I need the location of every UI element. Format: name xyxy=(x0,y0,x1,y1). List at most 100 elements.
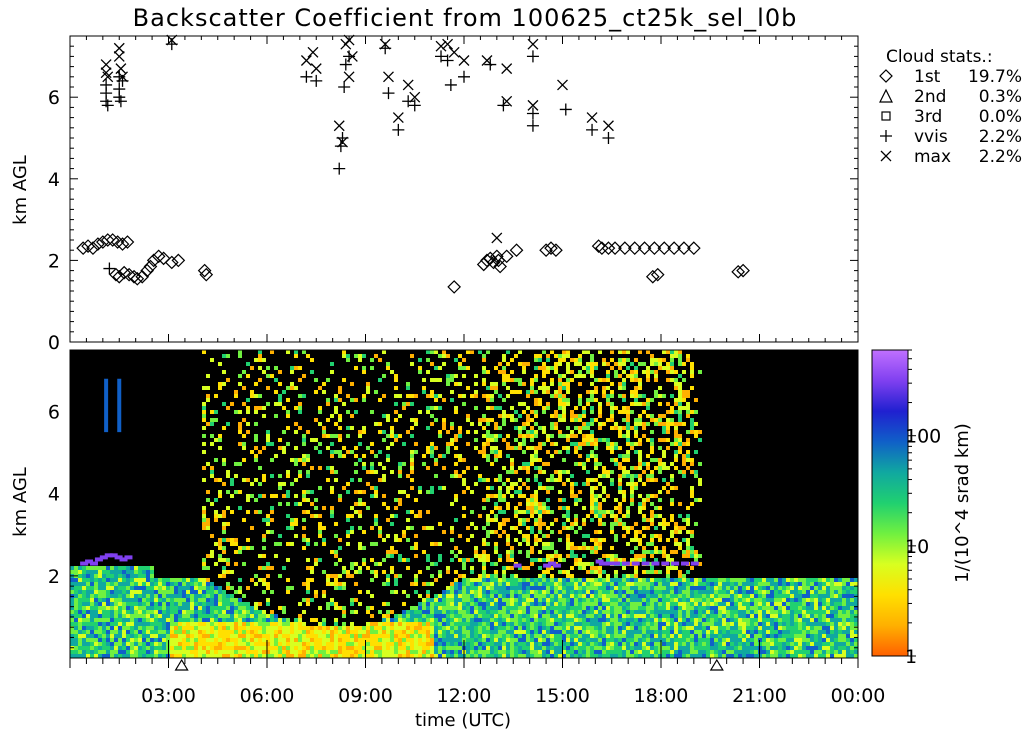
heatmap-cell xyxy=(218,642,222,646)
heatmap-cell xyxy=(74,626,78,630)
heatmap-cell xyxy=(182,606,186,610)
heatmap-cell xyxy=(234,590,238,594)
heatmap-cell xyxy=(170,626,174,630)
heatmap-cell xyxy=(598,586,602,590)
heatmap-cell xyxy=(114,610,118,614)
heatmap-cell xyxy=(494,434,498,438)
heatmap-cell xyxy=(494,386,498,390)
heatmap-cell xyxy=(290,518,294,522)
heatmap-cell xyxy=(626,454,630,458)
heatmap-cell xyxy=(414,582,418,586)
heatmap-cell xyxy=(290,586,294,590)
heatmap-cell xyxy=(522,450,526,454)
heatmap-cell xyxy=(98,606,102,610)
heatmap-cell xyxy=(566,366,570,370)
heatmap-cell xyxy=(610,446,614,450)
heatmap-cell xyxy=(462,598,466,602)
heatmap-cell xyxy=(638,422,642,426)
heatmap-cell xyxy=(514,638,518,642)
heatmap-cell xyxy=(438,554,442,558)
heatmap-cell xyxy=(122,626,126,630)
heatmap-cell xyxy=(450,614,454,618)
heatmap-cell xyxy=(254,626,258,630)
heatmap-cell xyxy=(462,490,466,494)
heatmap-cell xyxy=(578,454,582,458)
heatmap-cell xyxy=(510,642,514,646)
heatmap-cell xyxy=(506,582,510,586)
heatmap-cell xyxy=(242,418,246,422)
heatmap-cell xyxy=(402,462,406,466)
heatmap-cell xyxy=(334,522,338,526)
heatmap-cell xyxy=(430,654,434,658)
heatmap-cell xyxy=(550,626,554,630)
heatmap-cell xyxy=(418,654,422,658)
heatmap-cell xyxy=(530,622,534,626)
heatmap-cell xyxy=(234,642,238,646)
heatmap-cell xyxy=(250,482,254,486)
heatmap-cell xyxy=(610,382,614,386)
heatmap-cell xyxy=(426,406,430,410)
heatmap-cell xyxy=(642,578,646,582)
heatmap-cell xyxy=(306,590,310,594)
heatmap-cell xyxy=(238,490,242,494)
heatmap-cell xyxy=(138,586,142,590)
heatmap-cell xyxy=(502,510,506,514)
heatmap-cell xyxy=(162,606,166,610)
heatmap-cell xyxy=(646,578,650,582)
heatmap-cell xyxy=(594,598,598,602)
heatmap-cell xyxy=(566,362,570,366)
heatmap-cell xyxy=(506,598,510,602)
heatmap-cell xyxy=(586,650,590,654)
heatmap-cell xyxy=(246,650,250,654)
heatmap-cell xyxy=(270,510,274,514)
heatmap-cell xyxy=(646,602,650,606)
heatmap-cell xyxy=(318,526,322,530)
heatmap-cell xyxy=(374,422,378,426)
heatmap-cell xyxy=(150,610,154,614)
heatmap-cell xyxy=(278,654,282,658)
heatmap-cell xyxy=(602,422,606,426)
heatmap-cell xyxy=(438,602,442,606)
heatmap-cell xyxy=(442,398,446,402)
heatmap-cell xyxy=(394,578,398,582)
heatmap-cell xyxy=(178,638,182,642)
heatmap-cell xyxy=(642,638,646,642)
heatmap-cell xyxy=(90,622,94,626)
heatmap-cell xyxy=(526,634,530,638)
heatmap-cell xyxy=(90,638,94,642)
heatmap-cell xyxy=(566,650,570,654)
heatmap-cell xyxy=(450,442,454,446)
heatmap-cell xyxy=(86,654,90,658)
heatmap-cell xyxy=(602,586,606,590)
heatmap-cell xyxy=(230,598,234,602)
heatmap-cell xyxy=(362,398,366,402)
heatmap-cell xyxy=(90,646,94,650)
heatmap-cell xyxy=(338,434,342,438)
heatmap-cell xyxy=(474,642,478,646)
heatmap-cell xyxy=(270,654,274,658)
heatmap-cell xyxy=(466,366,470,370)
heatmap-cell xyxy=(558,390,562,394)
heatmap-cell xyxy=(150,590,154,594)
heatmap-cell xyxy=(226,598,230,602)
heatmap-cell xyxy=(646,518,650,522)
heatmap-cell xyxy=(554,518,558,522)
heatmap-cell xyxy=(514,634,518,638)
heatmap-cell xyxy=(82,586,86,590)
heatmap-cell xyxy=(602,626,606,630)
heatmap-cell xyxy=(390,618,394,622)
heatmap-cell xyxy=(90,654,94,658)
heatmap-cell xyxy=(390,470,394,474)
data-point-vvis xyxy=(602,132,615,144)
heatmap-cell xyxy=(554,634,558,638)
heatmap-cell xyxy=(454,634,458,638)
heatmap-cell xyxy=(530,494,534,498)
heatmap-cell xyxy=(130,582,134,586)
heatmap-cell xyxy=(346,434,350,438)
heatmap-cell xyxy=(190,626,194,630)
heatmap-cell xyxy=(306,354,310,358)
heatmap-cell xyxy=(282,634,286,638)
heatmap-cell xyxy=(242,618,246,622)
heatmap-cell xyxy=(358,590,362,594)
heatmap-cell xyxy=(650,638,654,642)
